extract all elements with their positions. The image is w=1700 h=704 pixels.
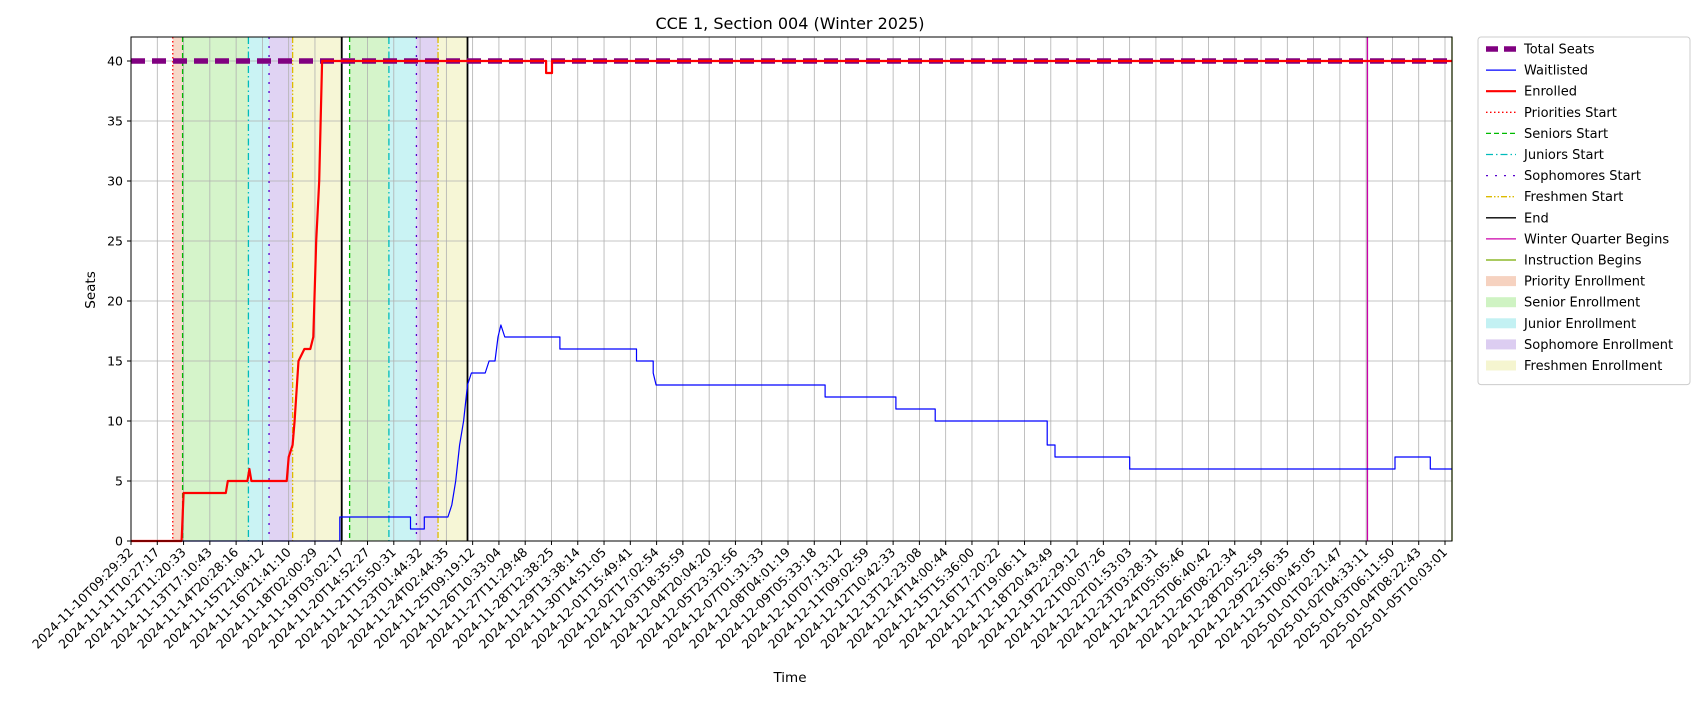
plot-frame [130, 36, 1453, 542]
y-tick-label: 20 [107, 294, 123, 309]
plot-area: 05101520253035402024-11-10T09:29:322024-… [29, 36, 1453, 652]
legend-swatch-priority-enrollment [1486, 276, 1516, 287]
y-tick-label: 0 [115, 534, 123, 549]
legend-label-total-seats: Total Seats [1523, 43, 1595, 58]
span-freshmen-enrollment [292, 37, 342, 541]
y-tick-label: 40 [107, 54, 123, 69]
legend-swatch-freshmen-enrollment [1486, 360, 1516, 371]
legend-label-end: End [1524, 211, 1549, 226]
span-sophomore-enrollment [269, 37, 293, 541]
legend-swatch-junior-enrollment [1486, 318, 1516, 329]
legend-label-seniors-start: Seniors Start [1524, 127, 1608, 142]
y-axis-title: Seats [83, 271, 99, 308]
y-tick-label: 35 [107, 114, 123, 129]
chart-title: CCE 1, Section 004 (Winter 2025) [655, 14, 924, 33]
y-tick-label: 10 [107, 414, 123, 429]
legend-label-enrolled: Enrolled [1524, 85, 1577, 100]
span-freshmen-enrollment [438, 37, 468, 541]
y-tick-label: 30 [107, 174, 123, 189]
legend-label-priorities-start: Priorities Start [1524, 106, 1617, 121]
series-waitlisted [131, 324, 1452, 542]
y-tick-label: 5 [115, 474, 123, 489]
legend-label-junior-enrollment: Junior Enrollment [1523, 317, 1636, 332]
series-enrolled [131, 59, 1452, 543]
span-junior-enrollment [388, 37, 417, 541]
legend-label-priority-enrollment: Priority Enrollment [1524, 275, 1645, 290]
span-senior-enrollment [182, 37, 249, 541]
legend-label-freshmen-start: Freshmen Start [1524, 190, 1623, 205]
span-sophomore-enrollment [416, 37, 439, 541]
x-axis-title: Time [772, 670, 806, 686]
y-tick-label: 15 [107, 354, 123, 369]
legend-label-sophomores-start: Sophomores Start [1524, 169, 1641, 184]
legend-label-juniors-start: Juniors Start [1523, 148, 1604, 163]
legend-label-winter-quarter-begins: Winter Quarter Begins [1524, 232, 1669, 247]
y-tick-label: 25 [107, 234, 123, 249]
legend-label-sophomore-enrollment: Sophomore Enrollment [1524, 338, 1673, 353]
legend-label-freshmen-enrollment: Freshmen Enrollment [1524, 359, 1662, 374]
legend-swatch-sophomore-enrollment [1486, 339, 1516, 350]
legend: Total Seats Waitlisted Enrolled Priorities … [1477, 36, 1691, 386]
span-priority-enrollment [172, 37, 183, 541]
legend-label-instruction-begins: Instruction Begins [1524, 254, 1642, 269]
legend-swatch-senior-enrollment [1486, 297, 1516, 308]
span-senior-enrollment [349, 37, 389, 541]
legend-frame [1477, 36, 1691, 386]
legend-label-waitlisted: Waitlisted [1524, 64, 1588, 79]
legend-label-senior-enrollment: Senior Enrollment [1524, 296, 1640, 311]
span-junior-enrollment [248, 37, 270, 541]
